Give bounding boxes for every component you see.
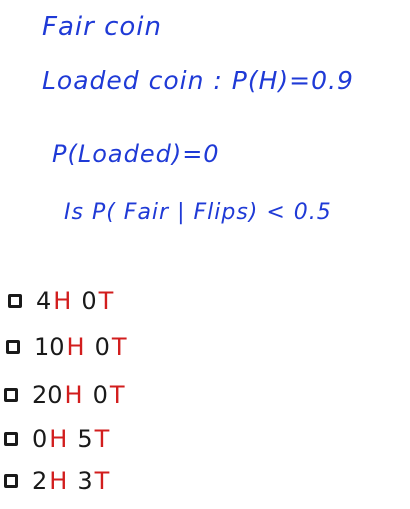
heads-count: 0 xyxy=(32,425,48,453)
tails-count: 3 xyxy=(77,467,93,495)
heads-letter: H xyxy=(53,287,72,315)
p-loaded-label: P(Loaded)=0 xyxy=(52,140,220,168)
option-0h-5t[interactable]: 0 H 5 T xyxy=(4,422,109,456)
option-20h-0t[interactable]: 20 H 0 T xyxy=(4,378,125,412)
heads-count: 20 xyxy=(32,381,63,409)
tails-letter: T xyxy=(109,381,125,409)
heads-letter: H xyxy=(64,381,83,409)
tails-letter: T xyxy=(94,467,110,495)
tails-count: 0 xyxy=(81,287,97,315)
tails-letter: T xyxy=(111,333,127,361)
option-4h-0t[interactable]: 4 H 0 T xyxy=(8,284,113,318)
tails-count: 0 xyxy=(94,333,110,361)
checkbox-icon[interactable] xyxy=(4,388,18,402)
tails-letter: T xyxy=(94,425,110,453)
heads-letter: H xyxy=(49,425,68,453)
checkbox-icon[interactable] xyxy=(6,340,20,354)
tails-count: 0 xyxy=(92,381,108,409)
checkbox-icon[interactable] xyxy=(4,474,18,488)
heads-count: 10 xyxy=(34,333,65,361)
question-label: Is P( Fair | Flips) < 0.5 xyxy=(64,200,332,225)
heads-letter: H xyxy=(66,333,85,361)
checkbox-icon[interactable] xyxy=(8,294,22,308)
option-10h-0t[interactable]: 10 H 0 T xyxy=(6,330,127,364)
loaded-coin-label: Loaded coin : P(H)=0.9 xyxy=(42,66,354,95)
option-2h-3t[interactable]: 2 H 3 T xyxy=(4,464,109,498)
heads-count: 4 xyxy=(36,287,52,315)
tails-letter: T xyxy=(98,287,114,315)
tails-count: 5 xyxy=(77,425,93,453)
heads-count: 2 xyxy=(32,467,48,495)
heads-letter: H xyxy=(49,467,68,495)
checkbox-icon[interactable] xyxy=(4,432,18,446)
fair-coin-label: Fair coin xyxy=(42,12,162,42)
